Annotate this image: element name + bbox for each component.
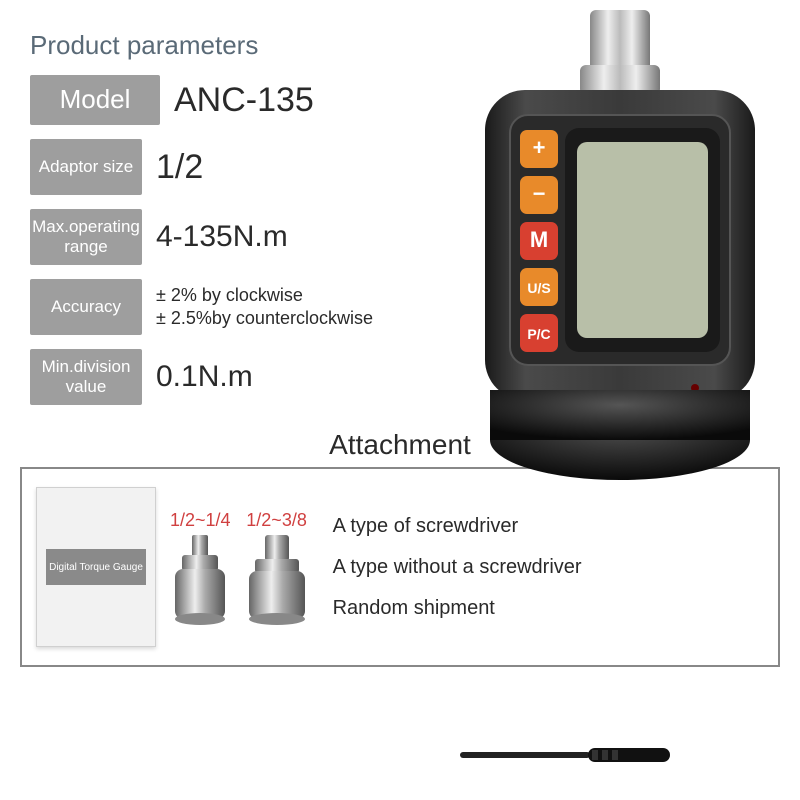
- screwdriver-icon: [460, 744, 670, 768]
- manual-booklet: Digital Torque Gauge: [36, 487, 156, 647]
- param-value: ± 2% by clockwise± 2.5%by counterclockwi…: [156, 279, 373, 335]
- param-row: Model ANC-135: [30, 75, 450, 125]
- param-label: Accuracy: [30, 279, 142, 335]
- param-value: 1/2: [156, 139, 203, 195]
- adapter-1: 1/2~1/4: [170, 510, 231, 625]
- device-image: + − M U/S P/C: [465, 10, 775, 485]
- svg-text:U/S: U/S: [527, 280, 550, 296]
- param-row: Accuracy± 2% by clockwise± 2.5%by counte…: [30, 279, 450, 335]
- param-row: Max.operating range4-135N.m: [30, 209, 450, 265]
- param-row: Adaptor size 1/2: [30, 139, 450, 195]
- param-value: ANC-135: [174, 75, 314, 125]
- attachment-note: A type without a screwdriver: [333, 556, 582, 579]
- param-row: Min.division value0.1N.m: [30, 349, 450, 405]
- adapter-2-label: 1/2~3/8: [246, 510, 307, 531]
- param-label: Max.operating range: [30, 209, 142, 265]
- param-value: 4-135N.m: [156, 209, 288, 265]
- manual-label: Digital Torque Gauge: [46, 549, 146, 585]
- attachment-notes: A type of screwdriver A type without a sc…: [333, 515, 582, 620]
- attachment-note: A type of screwdriver: [333, 515, 582, 538]
- svg-text:P/C: P/C: [527, 326, 550, 342]
- param-value: 0.1N.m: [156, 349, 253, 405]
- svg-text:+: +: [533, 135, 546, 160]
- svg-text:−: −: [533, 181, 546, 206]
- svg-text:M: M: [530, 227, 548, 252]
- adapter-2: 1/2~3/8: [245, 510, 309, 625]
- attachment-box: Digital Torque Gauge 1/2~1/4 1/2~3/8: [20, 467, 780, 667]
- param-label: Adaptor size: [30, 139, 142, 195]
- params-table: Model ANC-135 Adaptor size 1/2 Max.operating…: [30, 75, 450, 405]
- attachment-note: Random shipment: [333, 597, 582, 620]
- param-label: Min.division value: [30, 349, 142, 405]
- adapter-1-label: 1/2~1/4: [170, 510, 231, 531]
- param-label: Model: [30, 75, 160, 125]
